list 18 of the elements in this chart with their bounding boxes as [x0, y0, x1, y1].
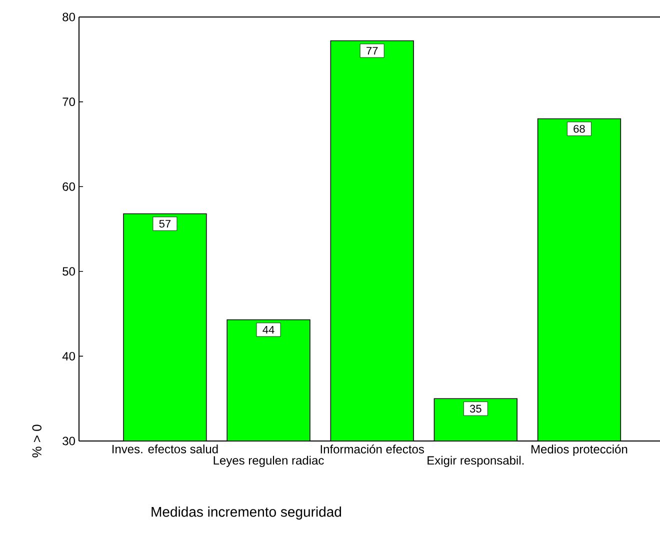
data-label: 68 [574, 124, 585, 133]
y-tick-label: 80 [62, 12, 76, 22]
y-tick-label: 30 [62, 436, 76, 446]
data-label: 57 [159, 220, 171, 228]
y-tick-label: 50 [62, 267, 76, 276]
x-tick-label: Exigir responsabil. [428, 456, 524, 468]
x-tick-label: Leyes regulen radiac [214, 456, 324, 468]
y-tick-label: 70 [62, 98, 76, 106]
x-axis-title: Medidas incremento seguridad [152, 506, 342, 520]
y-tick-label: 40 [62, 352, 76, 360]
y-tick-label: 60 [62, 182, 76, 191]
data-label: 35 [470, 404, 482, 413]
y-axis-title: % > 0 [32, 424, 42, 458]
data-label: 44 [262, 326, 274, 334]
data-label: 77 [366, 46, 378, 55]
x-tick-label: Información efectos [320, 444, 424, 454]
x-tick-label: Medios protección [532, 444, 628, 456]
x-tick-label: Inves. efectos salud [112, 444, 218, 454]
